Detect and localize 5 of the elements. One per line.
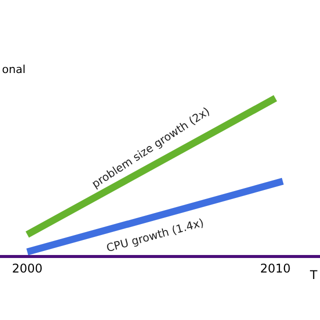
x-tick-label: 2010 — [260, 261, 291, 276]
x-tick-label: 2000 — [12, 261, 43, 276]
x-axis-title: T — [309, 268, 318, 282]
text: CPU growth (1.4x) — [105, 216, 206, 255]
text: onal — [2, 63, 26, 76]
